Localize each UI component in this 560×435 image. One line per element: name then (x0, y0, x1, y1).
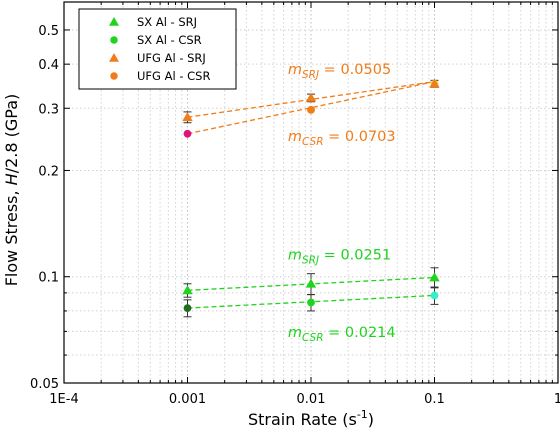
data-points (182, 78, 440, 312)
legend-label: SX Al - SRJ (137, 15, 197, 29)
slope-annotation-sx-csr: mCSR = 0.0214 (288, 325, 396, 344)
annotations: mSRJ = 0.0505 mCSR = 0.0703 mSRJ = 0.0251 m… (288, 62, 396, 344)
y-tick-label: 0.1 (38, 271, 59, 286)
x-axis-title: Strain Rate (s-1) (248, 408, 374, 429)
fit-line (187, 80, 435, 135)
legend-marker (110, 72, 118, 80)
y-tick-label: 0.5 (38, 24, 59, 39)
y-tick-label: 0.05 (30, 377, 59, 392)
x-tick-label: 1E-4 (49, 392, 78, 407)
legend-label: UFG Al - CSR (137, 69, 210, 83)
triangle-point (182, 112, 193, 122)
x-tick-label: 0.1 (424, 392, 445, 407)
triangle-point (429, 272, 440, 282)
x-tick-label: 0.001 (169, 392, 206, 407)
grid (63, 2, 558, 384)
legend: SX Al - SRJ SX Al - CSR UFG Al - SRJ UFG Al… (78, 8, 237, 90)
legend-marker (109, 17, 119, 26)
legend-marker (110, 36, 118, 44)
legend-marker (109, 53, 119, 62)
y-tick-label: 0.2 (38, 164, 59, 179)
triangle-point (305, 278, 317, 288)
x-tick-label: 1 (554, 392, 560, 407)
slope-annotation-sx-srj: mSRJ = 0.0251 (288, 247, 391, 266)
axis-ticks: 1E-4 0.001 0.01 0.1 1 0.05 0.1 0.2 0.3 0.4 0.5 (30, 2, 560, 407)
circle-point (307, 298, 315, 307)
y-axis-title: Flow Stress, H/2.8 (GPa) (2, 94, 21, 287)
slope-annotation-ufg-srj: mSRJ = 0.0505 (288, 62, 391, 81)
y-tick-label: 0.4 (38, 58, 59, 73)
legend-label: UFG Al - SRJ (137, 51, 206, 65)
triangle-point (305, 92, 317, 102)
circle-point (183, 129, 192, 138)
circle-point (183, 304, 192, 312)
triangle-point (182, 285, 193, 295)
circle-point (307, 105, 315, 114)
slope-annotation-ufg-csr: mCSR = 0.0703 (288, 129, 396, 148)
legend-label: SX Al - CSR (137, 33, 202, 47)
x-tick-label: 0.01 (297, 392, 326, 407)
triangle-point (429, 78, 440, 88)
y-tick-label: 0.3 (38, 102, 59, 117)
circle-point (430, 291, 439, 300)
legend-box (78, 8, 237, 90)
